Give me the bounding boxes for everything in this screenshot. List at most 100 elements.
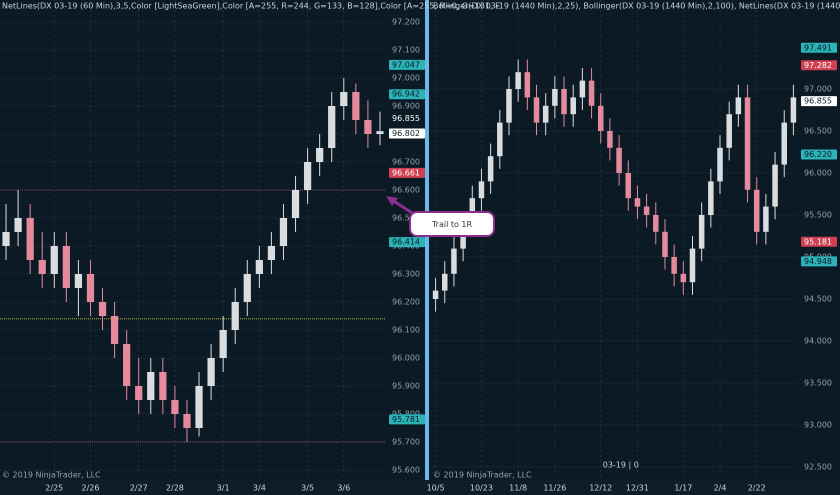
y-tick-label: 95.800 <box>392 410 420 419</box>
candle-body <box>497 122 503 157</box>
price-badge <box>801 42 837 53</box>
price-badge <box>389 89 425 100</box>
candle-body <box>159 372 167 400</box>
price-badge <box>389 59 425 70</box>
y-tick-label: 95.500 <box>804 211 832 220</box>
candle-body <box>506 89 512 123</box>
y-tick-label: 96.000 <box>804 169 832 178</box>
price-badge-label: 94.948 <box>804 257 832 266</box>
candle-body <box>451 248 457 274</box>
y-tick-label: 95.600 <box>392 466 420 475</box>
candle-body <box>376 131 384 134</box>
x-tick-label: 3/4 <box>253 484 266 493</box>
y-tick-label: 92.500 <box>804 463 832 472</box>
candle-body <box>616 147 622 173</box>
x-tick-label: 10/5 <box>427 484 445 493</box>
panel-divider <box>425 0 429 495</box>
price-badge <box>389 237 425 248</box>
candle-body <box>689 248 696 283</box>
price-badge <box>801 149 837 160</box>
candle-body <box>50 246 58 274</box>
x-tick-label: 2/27 <box>130 484 148 493</box>
candle-body <box>231 302 239 330</box>
price-badge-label: 97.491 <box>804 43 832 52</box>
price-badge-label: 96.855 <box>392 114 420 123</box>
indicator-header: NetLines(DX 03-19 (60 Min),3,5,Color [Li… <box>2 2 500 11</box>
x-tick-label: 2/26 <box>81 484 99 493</box>
price-badge-label: 96.661 <box>392 168 420 177</box>
candle-body <box>552 89 558 106</box>
price-badge <box>389 128 425 139</box>
candle-body <box>524 72 531 98</box>
price-badge-label: 96.220 <box>804 150 832 159</box>
candle-body <box>735 97 742 115</box>
y-tick-label: 96.100 <box>392 326 420 335</box>
y-tick-label: 95.700 <box>392 438 420 447</box>
candle-body <box>542 105 549 123</box>
candle-body <box>291 190 300 218</box>
y-tick-label: 97.000 <box>804 85 832 94</box>
price-badge <box>389 113 425 124</box>
candle-body <box>643 206 650 215</box>
candle-body <box>171 400 179 414</box>
y-tick-label: 97.200 <box>392 18 420 27</box>
candle-body <box>2 232 10 246</box>
x-tick-label: 2/4 <box>714 484 727 493</box>
candle-body <box>62 246 70 288</box>
candle-body <box>442 273 448 291</box>
candle-body <box>607 131 613 148</box>
price-badge-label: 96.855 <box>804 97 832 106</box>
candle-body <box>340 92 348 106</box>
candle-body <box>195 386 203 428</box>
y-tick-label: 95.900 <box>392 382 420 391</box>
y-tick-label: 96.900 <box>392 102 420 111</box>
y-tick-label: 96.200 <box>392 298 420 307</box>
annotation-text: Trail to 1R <box>431 220 473 229</box>
candle-body <box>717 147 723 182</box>
candle-body <box>14 218 22 232</box>
candle-body <box>364 120 372 134</box>
candle-body <box>183 414 191 428</box>
x-tick-label: 2/22 <box>748 484 766 493</box>
price-badge <box>801 236 837 247</box>
y-tick-label: 94.000 <box>804 337 832 346</box>
candle-body <box>328 106 336 148</box>
candle-body <box>279 218 288 246</box>
x-tick-label: 12/31 <box>626 484 649 493</box>
y-tick-label: 96.000 <box>392 354 420 363</box>
copyright: © 2019 NinjaTrader, LLC <box>2 471 101 480</box>
price-badge <box>801 60 837 71</box>
y-tick-label: 93.000 <box>804 421 832 430</box>
candle-body <box>38 260 46 274</box>
candle-body <box>634 198 641 207</box>
x-tick-label: 3/5 <box>301 484 314 493</box>
candle-body <box>561 89 567 115</box>
candle-body <box>753 189 760 232</box>
contract-label: 03-19 | 0 <box>603 461 639 470</box>
x-tick-label: 2/25 <box>45 484 63 493</box>
copyright: © 2019 NinjaTrader, LLC <box>433 471 532 480</box>
price-badge <box>801 96 837 107</box>
y-tick-label: 97.000 <box>392 74 420 83</box>
candle-body <box>26 218 34 260</box>
candle-body <box>316 148 324 162</box>
x-tick-label: 2/28 <box>166 484 184 493</box>
candle-body <box>303 162 312 190</box>
candle-body <box>207 358 215 386</box>
candle-body <box>243 274 251 302</box>
candle-body <box>744 97 751 190</box>
price-badge <box>801 256 837 267</box>
x-tick-label: 11/8 <box>509 484 527 493</box>
candle-body <box>763 206 769 232</box>
candle-body <box>726 114 732 148</box>
candle-body <box>86 274 95 302</box>
y-tick-label: 96.600 <box>392 186 420 195</box>
candle-body <box>597 105 604 131</box>
time-axis-strip <box>0 480 840 495</box>
candle-body <box>579 80 586 98</box>
candle-body <box>267 246 276 260</box>
annotation-box <box>409 211 495 237</box>
price-badge-label: 97.282 <box>804 61 832 70</box>
y-tick-label: 96.700 <box>392 158 420 167</box>
x-tick-label: 1/17 <box>674 484 692 493</box>
